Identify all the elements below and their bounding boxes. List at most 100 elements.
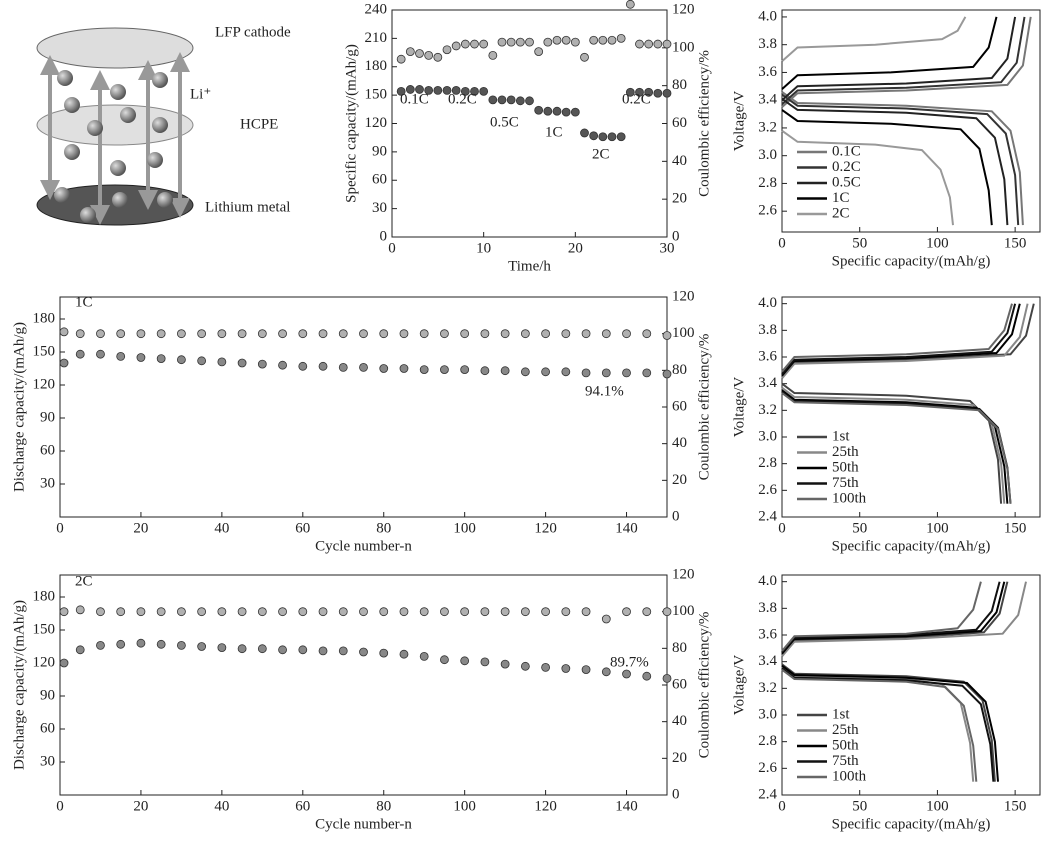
y2-tick-label: 120 [672,566,695,582]
marker [298,361,308,371]
marker [543,37,553,47]
legend-label: 0.2C [832,159,861,175]
marker [338,362,348,372]
x-tick-label: 50 [852,520,867,536]
marker [662,674,672,683]
marker [419,607,429,617]
x-tick-label: 30 [660,240,675,256]
ions [54,70,173,223]
y2-tick-label: 20 [672,750,687,766]
schematic: LFP cathode HCPE Lithium metal Li⁺ [36,24,291,226]
marker [217,357,227,367]
y-tick-label: 2.6 [758,203,777,219]
annotation: 89.7% [610,654,649,670]
y-tick-label: 120 [365,115,388,131]
x-tick-label: 120 [534,520,557,536]
marker [500,607,510,617]
y-tick-label: 240 [365,1,388,17]
label: HCPE [240,116,278,132]
marker [607,35,617,45]
marker [543,106,553,116]
marker [298,645,308,655]
marker [318,361,328,371]
x-axis-title: Cycle number-n [315,816,412,832]
marker [480,657,490,667]
marker [525,96,534,106]
marker [116,329,126,339]
y2-tick-label: 40 [672,153,687,169]
marker [440,365,449,375]
marker [460,656,470,666]
y2-tick-label: 100 [672,325,695,341]
curve [781,16,1026,226]
y-tick-label: 2.4 [758,786,777,802]
marker [75,605,85,615]
marker [399,364,409,373]
y-axis-title: Voltage/V [731,377,747,438]
legend-label: 100th [832,490,867,506]
marker [442,85,452,95]
marker [237,644,247,654]
marker [298,329,308,339]
marker [515,37,525,47]
y-tick-label: 3.8 [758,36,777,52]
marker [197,642,207,651]
marker [197,607,207,617]
marker [644,87,654,97]
marker [653,39,663,49]
curve [781,303,1029,504]
marker [440,607,449,617]
y2-axis-title: Coulombic efficiency/% [696,334,712,481]
marker [541,367,550,377]
marker [601,667,611,677]
y-tick-label: 3.8 [758,600,777,616]
annotation: 1C [545,124,563,140]
label: LFP cathode [215,24,291,40]
x-tick-label: 0 [778,235,786,251]
marker [561,664,571,673]
y2-axis-title: Coulombic efficiency/% [696,612,712,759]
x-tick-label: 20 [568,240,583,256]
marker [442,45,452,55]
marker [598,132,608,142]
y-tick-label: 30 [372,200,387,216]
marker [136,607,146,617]
legend-label: 2C [832,205,850,221]
marker [257,359,267,369]
marker [136,329,146,339]
y-tick-label: 3.2 [758,402,777,418]
x-tick-label: 150 [1004,798,1027,814]
y-tick-label: 3.0 [758,428,777,444]
marker [419,329,429,339]
marker [197,356,207,366]
legend-label: 1st [832,428,850,444]
x-tick-label: 0 [778,798,786,814]
marker [415,49,424,58]
y2-tick-label: 40 [672,713,687,729]
x-axis-title: Specific capacity/(mAh/g) [832,253,991,269]
marker [488,51,498,60]
marker [642,607,652,617]
curve [781,16,967,226]
marker [440,655,449,665]
marker [662,607,672,617]
marker [635,39,644,49]
y-tick-label: 3.6 [758,64,777,80]
y-tick-label: 30 [40,475,55,491]
x-tick-label: 150 [1004,235,1027,251]
y2-tick-label: 80 [672,640,687,656]
y2-tick-label: 0 [672,786,680,802]
marker [217,329,227,339]
x-tick-label: 50 [852,235,867,251]
y-tick-label: 3.8 [758,322,777,338]
y-axis-title: Discharge capacity/(mAh/g) [11,322,27,492]
marker [525,37,534,47]
marker [541,329,550,339]
x-tick-label: 40 [214,798,229,814]
y-tick-label: 2.6 [758,760,777,776]
y-axis-title: Voltage/V [731,655,747,716]
marker [59,327,69,337]
marker [644,39,654,49]
marker [399,649,409,659]
marker [622,329,631,339]
